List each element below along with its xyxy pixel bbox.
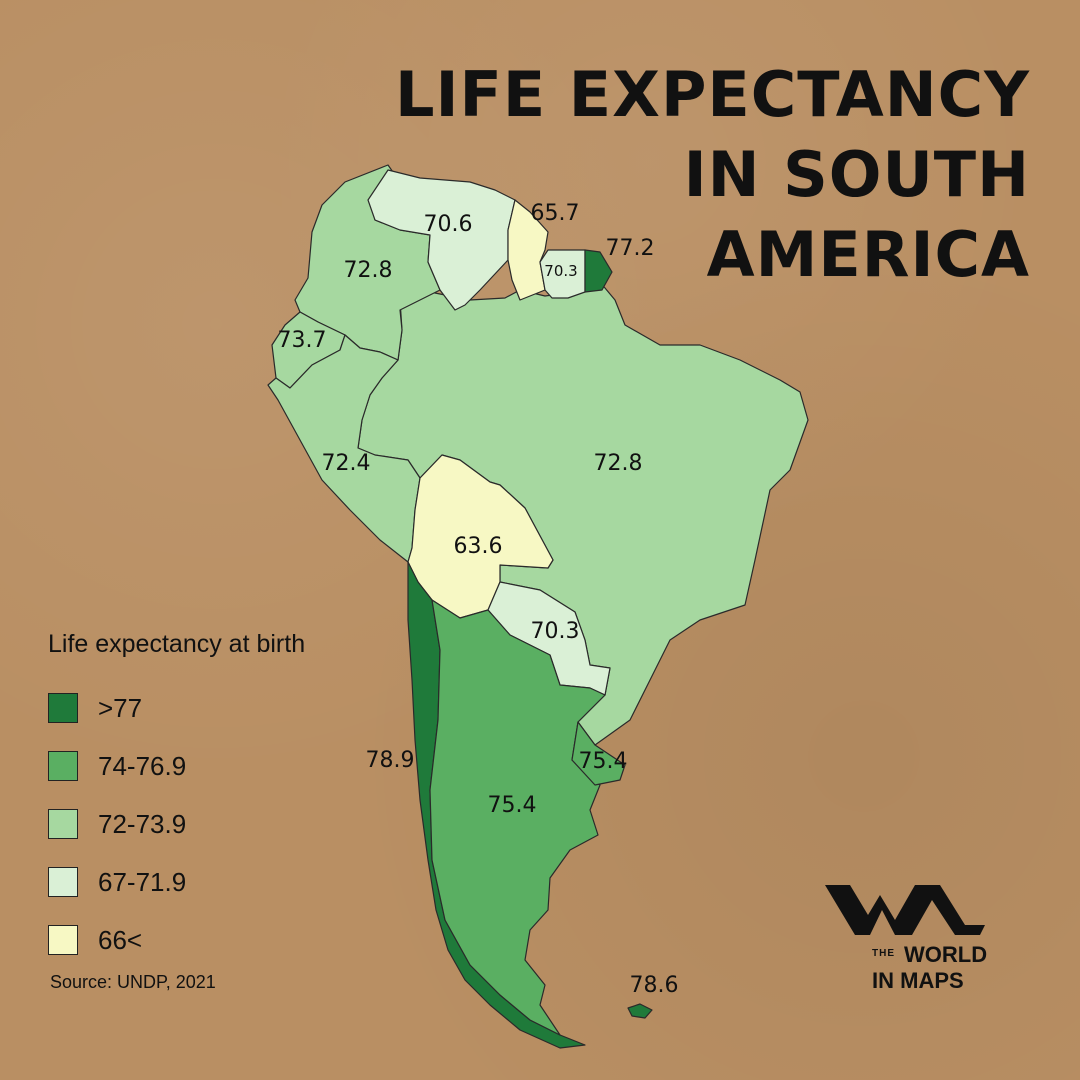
brand-logo: THE WORLD IN MAPS [820,880,1030,1000]
region-uruguay [571,721,626,786]
legend-item: 74-76.9 [48,737,305,795]
legend-swatch [48,751,78,781]
value-label-paraguay: 70.3 [531,619,580,644]
value-label-colombia: 72.8 [344,258,393,283]
legend-label: 72-73.9 [98,808,187,839]
value-label-guyana: 65.7 [531,201,580,226]
legend-label: 74-76.9 [98,750,187,781]
title-line-2: IN SOUTH [683,138,1030,211]
region-venezuela [367,169,516,311]
legend-title: Life expectancy at birth [48,630,306,658]
value-label-chile: 78.9 [366,748,415,773]
wm-logo-icon [825,885,985,935]
legend-item: 66< [48,911,305,969]
legend-swatch [48,693,78,723]
region-french-guiana [584,249,613,293]
brand-world: WORLD [904,942,988,967]
region-bolivia [407,454,554,619]
value-label-uruguay: 75.4 [579,749,628,774]
legend-swatch [48,925,78,955]
title-line-1: LIFE EXPECTANCY [394,58,1030,131]
value-label-ecuador: 73.7 [278,328,327,353]
legend: Life expectancy at birth >77 74-76.9 72-… [48,630,305,969]
legend-swatch [48,867,78,897]
legend-swatch [48,809,78,839]
value-label-argentina: 75.4 [488,793,537,818]
value-label-brazil: 72.8 [594,451,643,476]
brand-maps: IN MAPS [872,968,964,993]
value-label-falklands: 78.6 [630,973,679,998]
map-value-labels: 70.6 65.7 70.3 77.2 72.8 73.7 72.4 72.8 … [278,201,679,998]
title-line-3: AMERICA [706,218,1030,291]
region-argentina [429,599,606,1036]
legend-item: 67-71.9 [48,853,305,911]
source-note: Source: UNDP, 2021 [50,972,216,992]
legend-label: >77 [98,692,143,723]
brand-the: THE [872,948,895,959]
legend-label: 66< [98,924,143,955]
region-falklands [627,1003,653,1019]
page-title: LIFE EXPECTANCY IN SOUTH AMERICA [390,55,1030,295]
value-label-suriname: 70.3 [544,262,577,280]
legend-item: >77 [48,679,305,737]
value-label-bolivia: 63.6 [454,534,503,559]
legend-item: 72-73.9 [48,795,305,853]
value-label-venezuela: 70.6 [424,212,473,237]
legend-label: 67-71.9 [98,866,187,897]
value-label-peru: 72.4 [322,451,371,476]
value-label-french-guiana: 77.2 [606,236,655,261]
